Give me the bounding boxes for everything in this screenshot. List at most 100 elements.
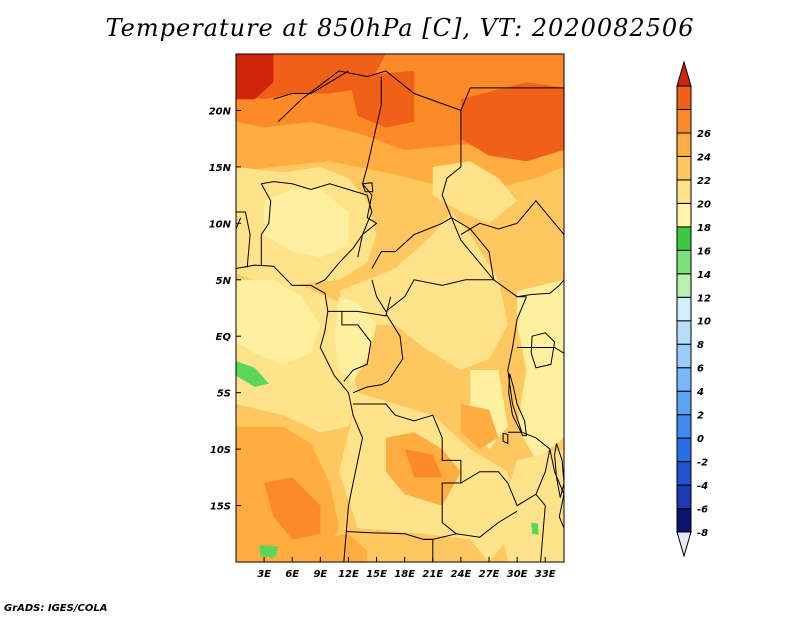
border-gabon — [341, 311, 372, 382]
border-sudan — [460, 87, 564, 111]
colorbar-swatch — [676, 437, 692, 463]
field-central-16 — [339, 212, 508, 371]
map-frame — [235, 53, 565, 563]
colorbar-label: 20 — [697, 199, 711, 210]
lat-tick-label: EQ — [216, 332, 232, 343]
lon-tick-label: 9E — [313, 569, 327, 580]
chart-title: Temperature at 850hPa [C], VT: 202008250… — [105, 14, 695, 42]
field-ne-24-26 — [460, 82, 564, 162]
border-nigeria — [261, 181, 373, 285]
lake-victoria — [530, 332, 556, 369]
lon-tick-label: 21E — [422, 569, 443, 580]
colorbar-label: 12 — [697, 293, 711, 304]
lat-tick-label: 10S — [210, 445, 231, 456]
colorbar-arrow-min — [676, 531, 692, 558]
border-angola-namibia — [346, 531, 433, 540]
colorbar-label: 10 — [697, 317, 711, 328]
border-mozambique — [535, 493, 546, 562]
lon-tick-label: 30E — [507, 569, 528, 580]
colorbar-swatch — [676, 202, 692, 228]
colorbar-swatch — [676, 179, 692, 204]
colorbar-swatch — [676, 273, 692, 298]
border-zambia-south — [456, 510, 518, 538]
field-congo-14 — [334, 296, 377, 382]
border-sahara — [277, 70, 527, 298]
border-drc-angola — [353, 403, 462, 540]
colorbar-label: -6 — [697, 505, 708, 516]
field-gulf-14 — [236, 279, 321, 365]
border-niger-chad — [273, 70, 349, 100]
colorbar-swatch — [676, 226, 692, 251]
colorbar-swatch — [676, 155, 692, 181]
colorbar-label: 26 — [697, 129, 711, 140]
field-southeast-16 — [498, 449, 564, 562]
field-angola-22 — [404, 449, 443, 478]
lon-tick-label: 3E — [257, 569, 271, 580]
colorbar-label: 18 — [697, 223, 711, 234]
colorbar-swatch — [676, 296, 692, 322]
border-nigeria-west — [260, 183, 272, 266]
grads-credit: GrADS: IGES/COLA — [4, 603, 108, 614]
colorbar-swatch — [676, 390, 692, 416]
lake-mweru — [502, 432, 509, 445]
lat-tick-label: 15N — [209, 163, 232, 174]
field-green-sw — [259, 545, 279, 558]
border-malawi — [549, 448, 564, 529]
field-east-14 — [517, 279, 564, 461]
field-green-west — [236, 361, 269, 387]
border-togo-benin — [236, 211, 251, 268]
colorbar-label: 8 — [697, 340, 704, 351]
lat-tick-label: 20N — [209, 106, 232, 117]
colorbar-label: -8 — [697, 528, 708, 539]
colorbar-label: 14 — [697, 270, 711, 281]
field-nigeria-14 — [264, 189, 349, 258]
colorbar-swatch — [676, 508, 692, 533]
border-drc-east — [507, 296, 527, 433]
field-nw-26 — [236, 54, 274, 100]
lat-tick-label: 15S — [210, 502, 231, 513]
border-congo-drc — [352, 313, 404, 394]
lon-tick-label: 12E — [338, 569, 359, 580]
field-satl-22 — [264, 477, 321, 540]
colorbar-swatch — [676, 320, 692, 345]
lake-tanganyika — [508, 373, 528, 437]
colorbar-label: 0 — [697, 434, 704, 445]
lon-tick-label: 18E — [394, 569, 415, 580]
lake-malawi — [554, 443, 564, 498]
colorbar-swatch — [676, 414, 692, 439]
field-zambia-20 — [460, 404, 499, 450]
coastline-west — [236, 264, 364, 562]
colorbar-label: 24 — [697, 152, 711, 163]
colorbar-label: 6 — [697, 364, 704, 375]
lon-tick-label: 33E — [535, 569, 556, 580]
colorbar-swatch — [676, 249, 692, 275]
colorbar-label: -4 — [697, 481, 708, 492]
field-south-18 — [357, 528, 489, 562]
colorbar-label: 2 — [697, 411, 704, 422]
colorbar-label: 22 — [697, 176, 711, 187]
colorbar-swatch — [676, 85, 692, 110]
lat-tick-label: 10N — [209, 219, 232, 230]
colorbar-swatch — [676, 461, 692, 486]
lon-tick-label: 6E — [285, 569, 299, 580]
colorbar-swatch — [676, 109, 692, 134]
colorbar-label: 4 — [696, 387, 704, 398]
border-zambia — [442, 431, 551, 507]
lon-tick-label: 24E — [451, 569, 472, 580]
field-sahel-16 — [432, 161, 518, 224]
border-cameroon-south — [327, 296, 392, 317]
border-sudan-south — [460, 200, 564, 236]
lat-tick-label: 5S — [217, 389, 231, 400]
colorbar-swatch — [676, 367, 692, 392]
lon-tick-label: 27E — [479, 569, 500, 580]
colorbar-swatch — [676, 132, 692, 157]
colorbar-label: -2 — [697, 458, 708, 469]
border-uganda — [517, 279, 564, 298]
border-tanzania — [517, 347, 564, 354]
lat-tick-label: 5N — [216, 276, 232, 287]
border-car — [371, 217, 495, 313]
colorbar-label: 16 — [697, 246, 711, 257]
border-chad-west — [357, 76, 382, 258]
colorbar-swatch — [676, 343, 692, 369]
